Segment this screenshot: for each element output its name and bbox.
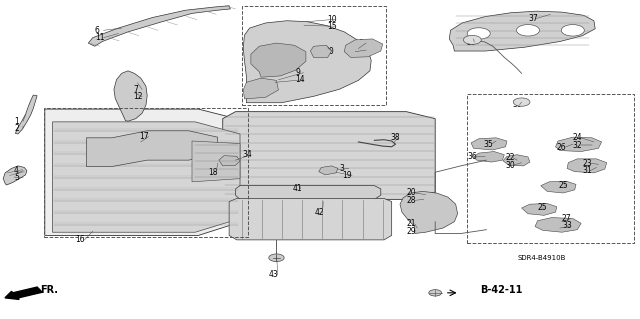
Polygon shape xyxy=(567,159,607,173)
Text: 28: 28 xyxy=(406,196,416,205)
Text: 24: 24 xyxy=(573,133,582,142)
Polygon shape xyxy=(52,122,240,232)
Text: 26: 26 xyxy=(557,143,566,152)
Text: 21: 21 xyxy=(406,219,416,228)
Text: 20: 20 xyxy=(406,189,416,197)
Bar xyxy=(467,94,634,243)
Text: 29: 29 xyxy=(406,227,416,236)
Polygon shape xyxy=(310,45,332,57)
Polygon shape xyxy=(541,181,576,193)
Polygon shape xyxy=(522,204,557,215)
Circle shape xyxy=(561,25,584,36)
Polygon shape xyxy=(236,186,381,199)
Polygon shape xyxy=(45,109,246,235)
Polygon shape xyxy=(251,43,306,77)
Text: 17: 17 xyxy=(140,132,149,141)
Polygon shape xyxy=(535,218,581,232)
Text: 14: 14 xyxy=(296,75,305,84)
Text: 22: 22 xyxy=(506,153,515,162)
Text: 25: 25 xyxy=(538,204,547,212)
Polygon shape xyxy=(449,11,595,51)
Text: 23: 23 xyxy=(582,159,592,168)
Polygon shape xyxy=(344,39,383,57)
Text: 13: 13 xyxy=(358,46,368,55)
Text: B-42-11: B-42-11 xyxy=(480,285,522,295)
Circle shape xyxy=(467,28,490,39)
Polygon shape xyxy=(192,141,240,182)
Circle shape xyxy=(429,290,442,296)
Text: 10: 10 xyxy=(328,15,337,24)
Text: 40: 40 xyxy=(325,47,335,56)
Text: 12: 12 xyxy=(133,92,143,101)
Polygon shape xyxy=(223,112,435,199)
Polygon shape xyxy=(88,6,230,46)
Bar xyxy=(242,6,386,105)
Polygon shape xyxy=(243,78,278,99)
Polygon shape xyxy=(243,21,371,103)
Text: 5: 5 xyxy=(14,173,19,182)
Text: 25: 25 xyxy=(558,181,568,190)
Polygon shape xyxy=(319,166,338,175)
Text: 1: 1 xyxy=(14,117,19,126)
Text: 30: 30 xyxy=(506,161,515,170)
Text: 4: 4 xyxy=(14,166,19,175)
Polygon shape xyxy=(556,137,602,152)
Polygon shape xyxy=(219,156,240,166)
Polygon shape xyxy=(15,95,37,134)
Text: 27: 27 xyxy=(562,214,572,223)
Circle shape xyxy=(513,98,530,106)
Text: 42: 42 xyxy=(315,208,324,217)
Text: 41: 41 xyxy=(293,184,303,193)
Text: 11: 11 xyxy=(95,33,104,42)
Text: 39: 39 xyxy=(466,38,476,47)
Polygon shape xyxy=(400,191,458,234)
Text: 18: 18 xyxy=(208,168,218,177)
FancyArrow shape xyxy=(5,287,42,300)
Text: 9: 9 xyxy=(296,68,301,77)
Text: 2: 2 xyxy=(14,124,19,133)
Bar xyxy=(44,108,248,237)
Polygon shape xyxy=(86,131,218,167)
Text: 37: 37 xyxy=(528,14,538,23)
Text: 19: 19 xyxy=(342,171,352,180)
Text: SDR4-B4910B: SDR4-B4910B xyxy=(517,255,566,261)
Text: 31: 31 xyxy=(582,166,592,175)
Text: 34: 34 xyxy=(242,150,252,159)
Text: 15: 15 xyxy=(328,22,337,31)
Text: 7: 7 xyxy=(133,85,138,94)
Text: 6: 6 xyxy=(95,26,100,35)
Circle shape xyxy=(516,25,540,36)
Polygon shape xyxy=(114,71,147,121)
Text: 8: 8 xyxy=(358,39,363,48)
Polygon shape xyxy=(471,138,507,150)
Circle shape xyxy=(269,254,284,262)
Polygon shape xyxy=(503,155,530,166)
Polygon shape xyxy=(229,198,392,240)
Text: 36: 36 xyxy=(467,152,477,161)
Polygon shape xyxy=(474,152,504,162)
Text: 33: 33 xyxy=(562,221,572,230)
Text: FR.: FR. xyxy=(40,285,58,295)
Text: 43: 43 xyxy=(269,271,278,279)
Text: 38: 38 xyxy=(390,133,400,142)
Text: 39: 39 xyxy=(512,100,522,109)
Circle shape xyxy=(463,35,481,44)
Text: 16: 16 xyxy=(76,235,85,244)
Text: 35: 35 xyxy=(483,140,493,149)
Text: 3: 3 xyxy=(339,164,344,173)
Polygon shape xyxy=(3,166,27,185)
Text: 32: 32 xyxy=(573,141,582,150)
